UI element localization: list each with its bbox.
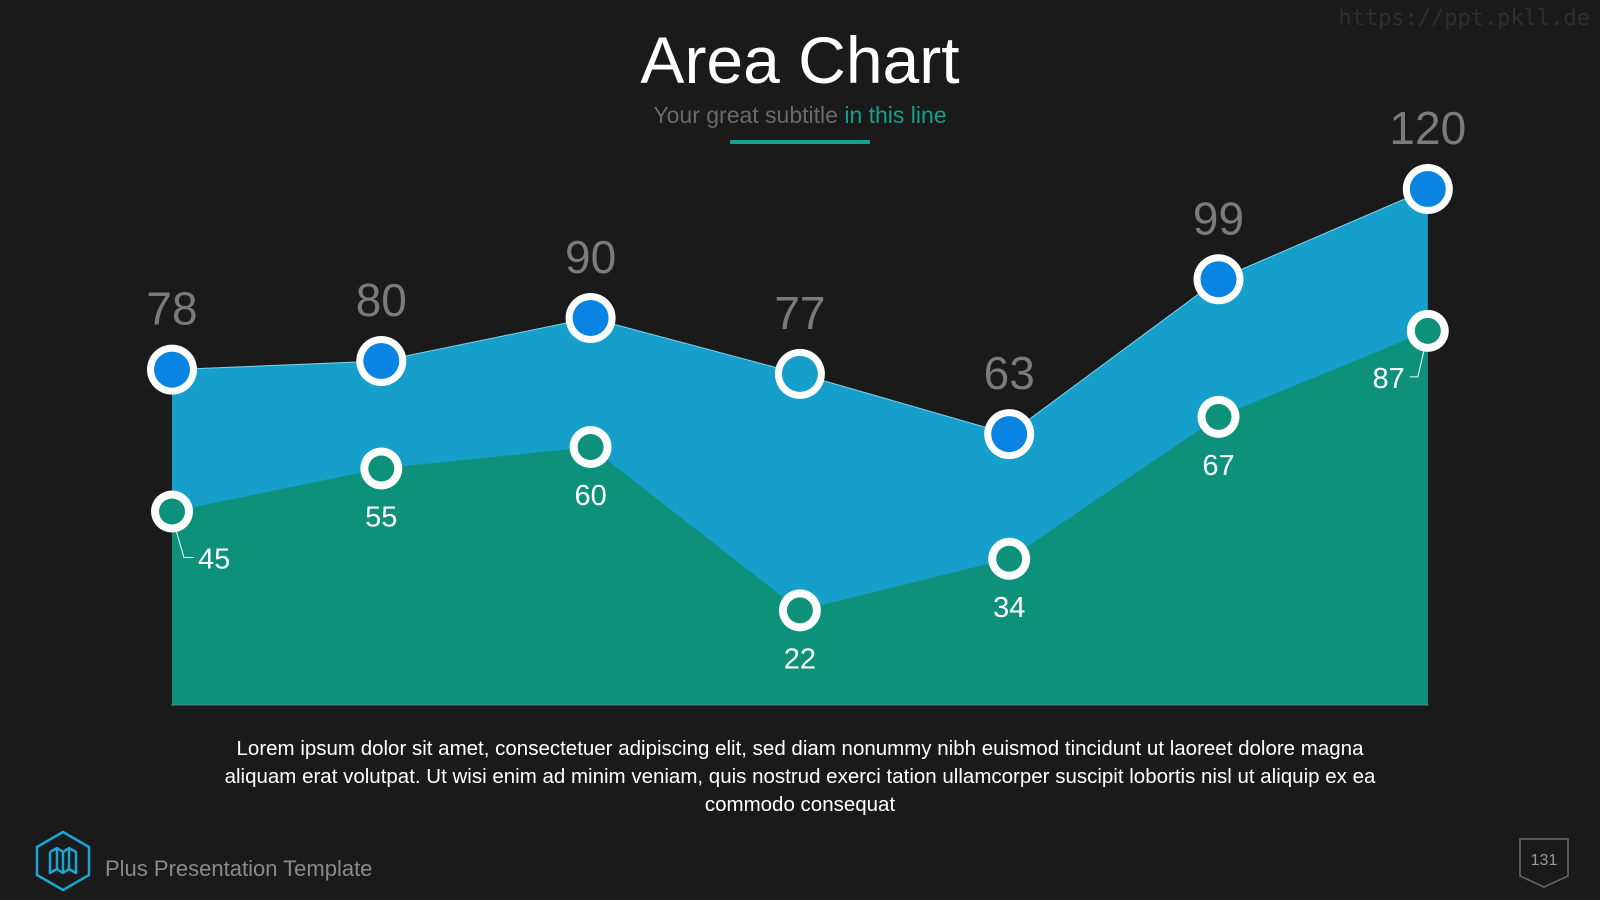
footer-label: Plus Presentation Template (105, 856, 373, 881)
page-title: Area Chart (640, 23, 960, 97)
series-1-point (363, 343, 400, 379)
series-2-point (368, 455, 395, 482)
series-2-data-label: 87 (1373, 363, 1405, 395)
series-1-point (572, 300, 609, 336)
series-2-data-label: 34 (993, 592, 1025, 624)
title-underline (730, 140, 870, 144)
page-number-badge (1519, 838, 1569, 888)
series-2-data-label: 55 (365, 502, 397, 534)
series-2-area (172, 330, 1428, 705)
series-2-point (786, 597, 813, 624)
page-subtitle: Your great subtitle in this line (0, 102, 1600, 129)
leader-line-first (173, 523, 194, 558)
series-2-point (1205, 403, 1232, 430)
series-2-data-label: 67 (1202, 450, 1234, 482)
series-1-data-label: 77 (774, 287, 825, 339)
leader-line-last (1409, 342, 1427, 378)
series-1-point (991, 416, 1028, 453)
subtitle-accent: in this line (844, 102, 947, 128)
subtitle-main: Your great subtitle (653, 102, 845, 128)
series-2-data-label: 45 (198, 544, 230, 576)
series-1-data-label: 78 (146, 283, 197, 335)
series-1-data-label: 63 (984, 347, 1035, 399)
series-1-data-label: 120 (1389, 102, 1466, 154)
series-1-point (1200, 261, 1237, 298)
watermark: https://ppt.pkll.de (1338, 6, 1590, 31)
series-1-data-label: 90 (565, 231, 616, 283)
series-2-point (996, 545, 1023, 572)
series-1-data-label: 80 (356, 274, 407, 326)
series-2-data-label: 22 (784, 643, 816, 675)
series-1-data-label: 99 (1193, 192, 1244, 244)
series-2-point (577, 434, 604, 460)
series-2-point (159, 498, 185, 525)
body-paragraph: Lorem ipsum dolor sit amet, consectetuer… (224, 737, 1376, 816)
series-1-point (1409, 171, 1446, 207)
map-icon (35, 830, 91, 892)
series-1-point (154, 351, 190, 388)
series-2-point (1414, 317, 1441, 344)
series-2-data-label: 60 (574, 480, 606, 512)
page-number: 131 (1530, 852, 1558, 869)
series-1-point (781, 355, 818, 392)
